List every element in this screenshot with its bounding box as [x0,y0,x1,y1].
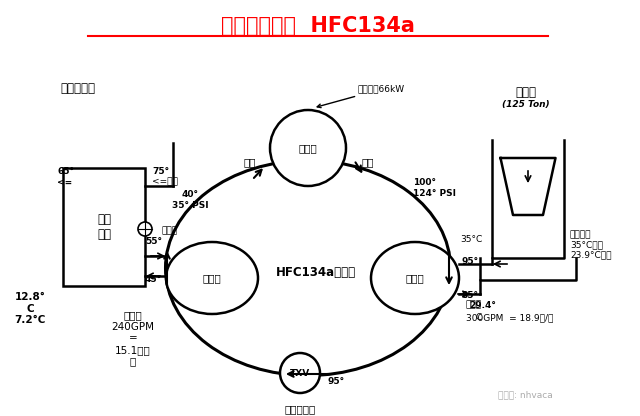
Text: HFC134a制冷剂: HFC134a制冷剂 [276,267,356,280]
Text: 40°
35° PSI: 40° 35° PSI [172,190,208,210]
Text: 吸气: 吸气 [243,157,256,167]
Text: TXV: TXV [290,369,310,377]
Text: <=: <= [57,178,72,188]
Text: 基本空调循环  HFC134a: 基本空调循环 HFC134a [221,16,415,36]
Text: 冷冻水
240GPM
=
15.1升每
秒: 冷冻水 240GPM = 15.1升每 秒 [111,310,154,366]
Bar [63,168,145,286]
Circle shape [270,110,346,186]
Text: (125 Ton): (125 Ton) [502,101,550,109]
Text: 75°: 75° [152,168,169,176]
Text: 85°: 85° [462,292,479,300]
Text: 微信号: nhvaca: 微信号: nhvaca [498,391,552,399]
Text: 95°: 95° [462,258,479,267]
Text: 热力膨胀阀: 热力膨胀阀 [284,404,316,414]
Text: 风机
盘管: 风机 盘管 [97,213,111,241]
Text: 12.8°
C
7.2°C: 12.8° C 7.2°C [14,292,45,325]
Text: 65°: 65° [57,168,74,176]
Text: 冷凝器: 冷凝器 [406,273,424,283]
Text: C: C [475,312,481,322]
Text: 29.4°: 29.4° [469,302,496,310]
Text: 100°
124° PSI: 100° 124° PSI [413,178,456,198]
Ellipse shape [166,242,258,314]
Text: 室外空气
35°C干球
23.9°C湿球: 室外空气 35°C干球 23.9°C湿球 [570,230,611,260]
Ellipse shape [371,242,459,314]
Text: 300GPM  = 18.9升/秒: 300GPM = 18.9升/秒 [466,314,554,322]
Text: 压缩机: 压缩机 [299,143,317,153]
Text: <=空气: <=空气 [152,178,178,186]
Text: 输入功率66kW: 输入功率66kW [317,84,405,108]
Text: 95°: 95° [328,376,345,386]
Text: 蒸发器: 蒸发器 [203,273,221,283]
Circle shape [138,222,152,236]
Text: 空气处理器: 空气处理器 [60,82,95,94]
Text: 冷却塔: 冷却塔 [515,86,536,99]
Text: 冷却水: 冷却水 [466,300,482,310]
Text: 55°: 55° [145,238,162,247]
Circle shape [280,353,320,393]
Text: 三通阀: 三通阀 [161,226,177,235]
Text: 排气: 排气 [362,157,374,167]
Text: 35°C: 35°C [460,235,483,245]
Text: 45°: 45° [145,275,162,283]
